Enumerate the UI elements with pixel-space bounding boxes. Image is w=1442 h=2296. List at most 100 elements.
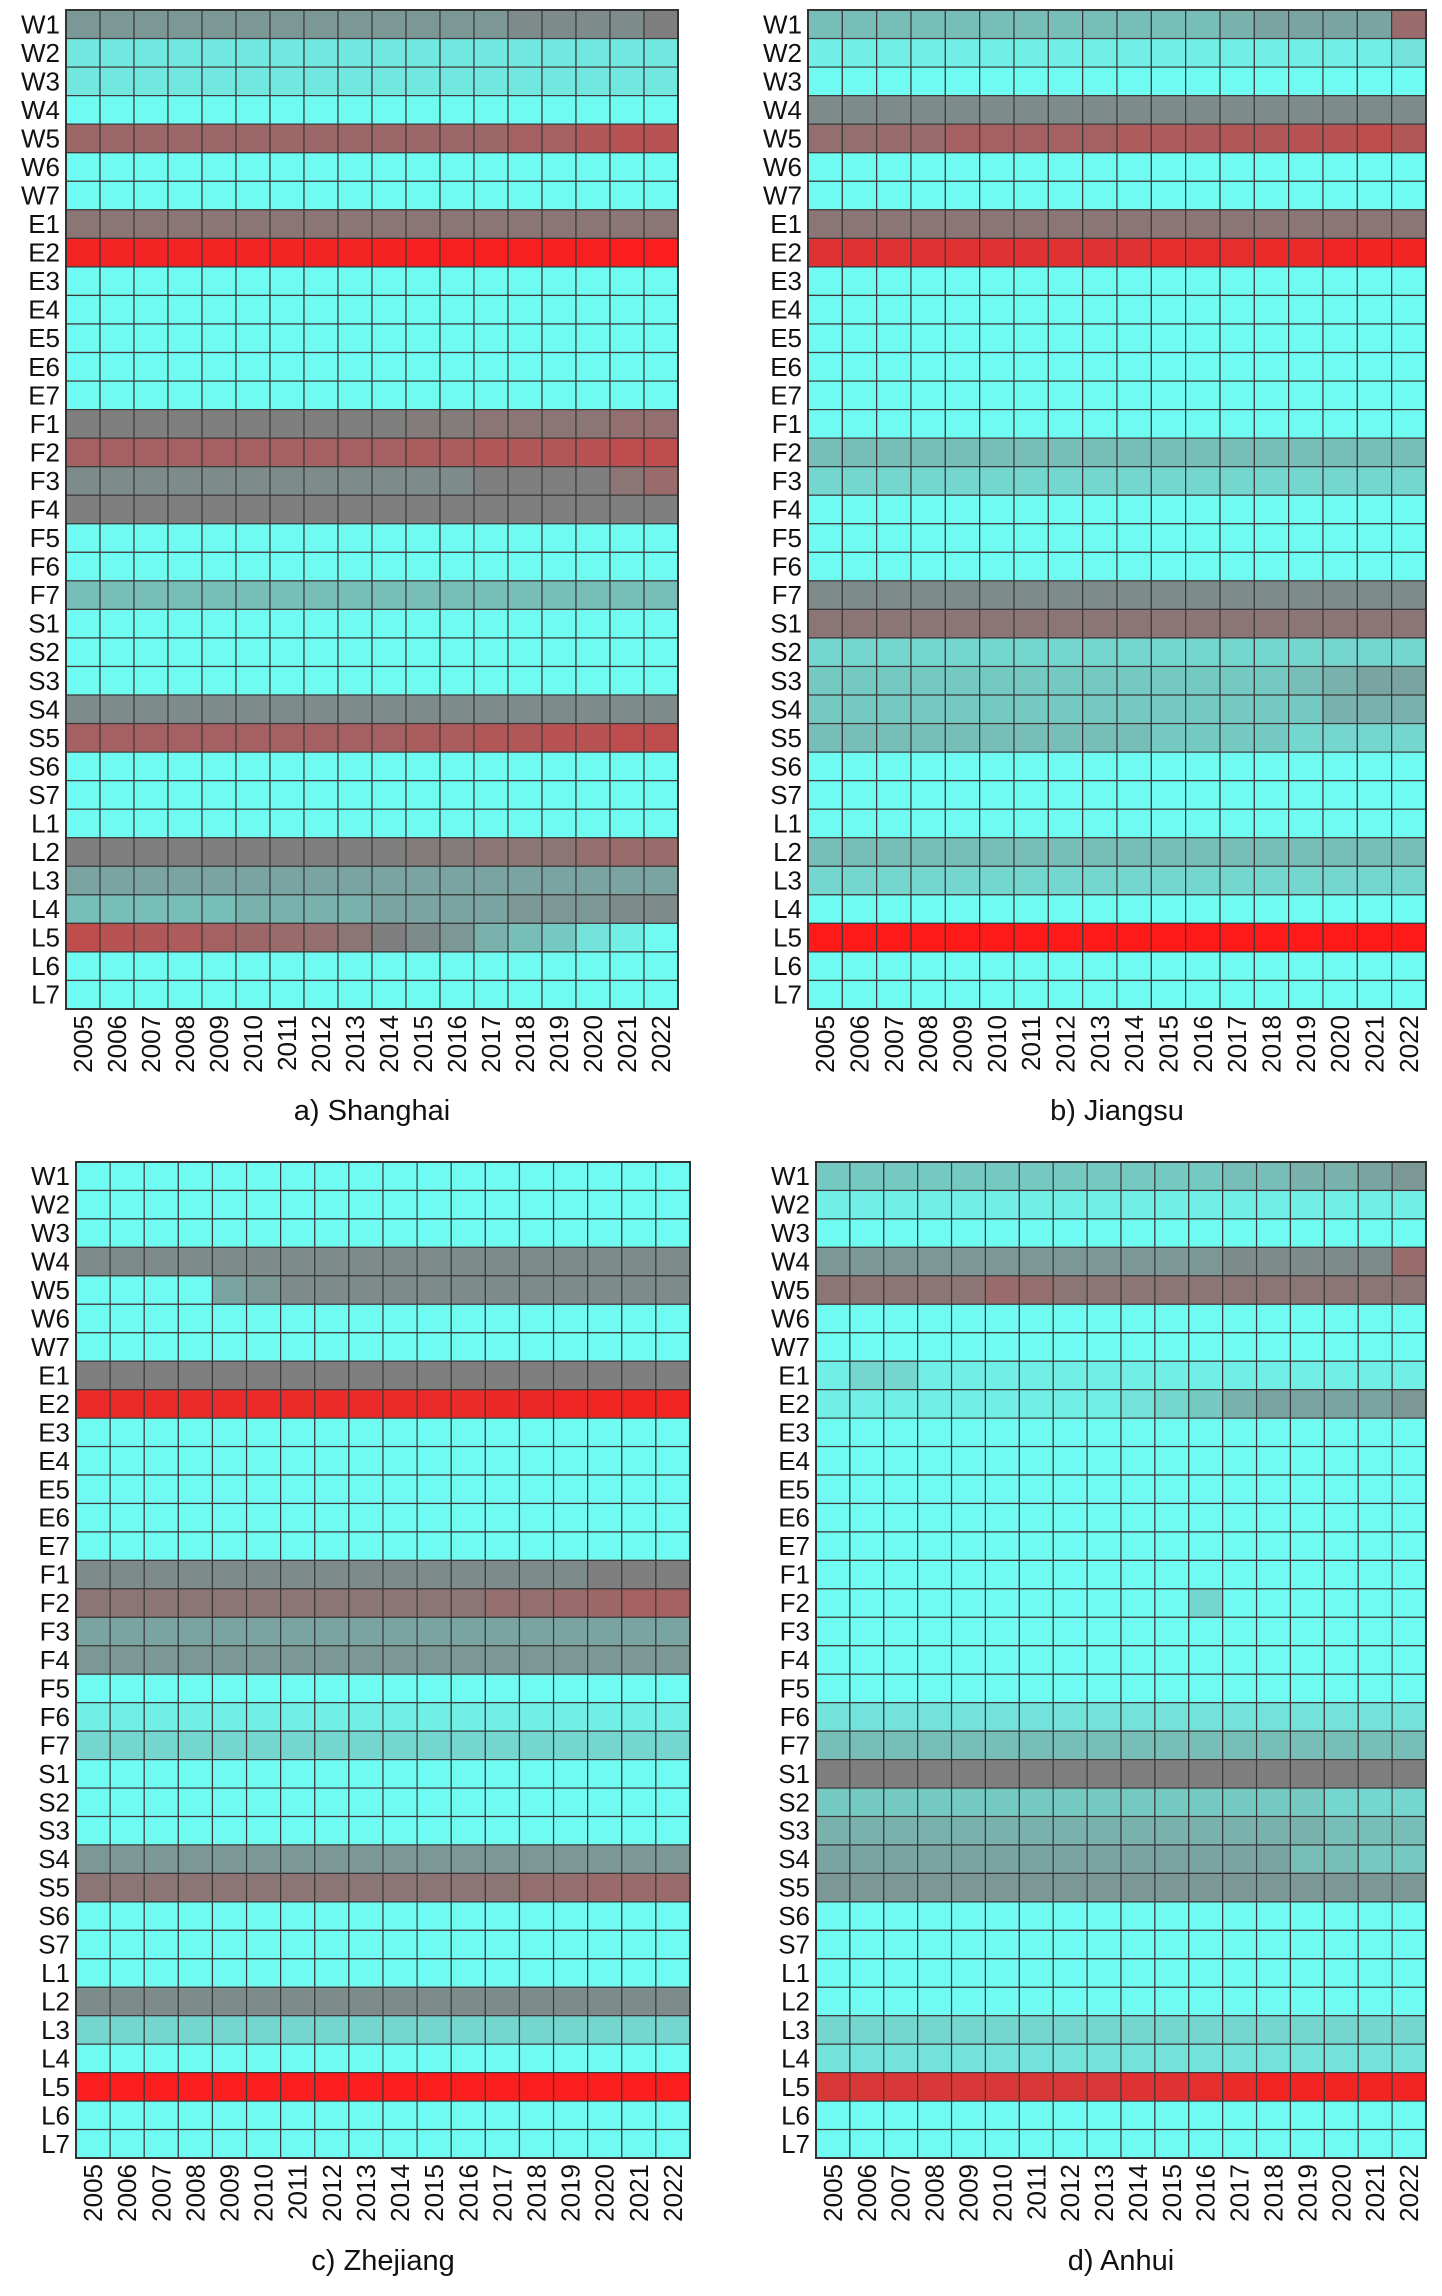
heatmap-cell [541,152,577,182]
heatmap-cell [1322,180,1358,211]
heatmap-cell [1188,2072,1224,2102]
heatmap-cell [910,780,946,810]
heatmap-cell [1357,1303,1393,1334]
heatmap-cell [1018,1702,1054,1732]
row-label: W4 [763,95,802,125]
heatmap-cell [807,409,843,439]
heatmap-cell [1391,922,1427,953]
heatmap-cell [1086,1844,1122,1875]
heatmap-cell [984,2100,1020,2131]
heatmap-cell [269,637,305,668]
heatmap-cell [1188,1531,1224,1561]
heatmap-cell [65,180,101,211]
heatmap-cell [1222,1445,1258,1476]
heatmap-cell [1323,1929,1359,1960]
year-label: 2010 [987,2164,1017,2222]
row-label: W3 [763,66,802,96]
heatmap-cell [280,1445,316,1476]
heatmap-cell [201,123,237,154]
heatmap-cell [1013,437,1049,468]
heatmap-cell [883,1189,919,1220]
heatmap-cell [621,1246,657,1277]
heatmap-cell [849,1218,885,1248]
heatmap-cell [416,1815,452,1846]
heatmap-cell [314,1730,350,1761]
heatmap-cell [201,266,237,297]
heatmap-cell [1289,1502,1325,1533]
heatmap-cell [1120,1246,1156,1277]
heatmap-cell [917,1787,953,1818]
heatmap-cell [211,1702,248,1732]
heatmap-cell [1255,1958,1292,1988]
heatmap-cell [1018,1389,1054,1419]
heatmap-cell [944,494,981,525]
heatmap-cell [177,2043,214,2074]
heatmap-cell [1253,751,1290,782]
heatmap-cell [609,608,645,639]
heatmap-cell [1322,66,1358,97]
heatmap-cell [1356,66,1393,97]
heatmap-cell [552,1531,589,1561]
heatmap-cell [1116,808,1152,839]
heatmap-cell [917,1389,953,1419]
heatmap-cell [1047,37,1084,68]
heatmap-cell [1013,665,1049,696]
heatmap-cell [1391,1218,1427,1248]
heatmap-cell [1323,2072,1359,2102]
heatmap-cell [1356,437,1393,468]
heatmap-cell [917,1417,953,1448]
heatmap-cell [1047,9,1084,40]
heatmap-cell [1013,123,1049,154]
year-label: 2020 [1326,2164,1356,2222]
heatmap-cell [1322,294,1358,325]
heatmap-cell [1047,180,1084,211]
row-label: F1 [780,1560,810,1590]
heatmap-cell [1391,37,1427,68]
heatmap-cell [269,865,305,896]
heatmap-cell [1116,95,1152,125]
heatmap-cell [382,1673,418,1704]
heatmap-cell [621,1275,657,1305]
row-label: S7 [28,780,60,810]
heatmap-cell [337,380,373,411]
heatmap-cell [552,1474,589,1505]
heatmap-cell [1289,1161,1325,1192]
heatmap-cell [1288,665,1324,696]
heatmap-cell [1356,894,1393,924]
year-label: 2008 [920,2164,950,2222]
row-label: S3 [770,666,802,696]
heatmap-cell [337,751,373,782]
heatmap-cell [1120,2128,1156,2159]
heatmap-cell [1013,608,1049,639]
heatmap-cell [876,894,912,924]
heatmap-cell [439,323,475,354]
heatmap-cell [133,894,169,924]
heatmap-cell [1323,1673,1359,1704]
heatmap-cell [337,294,373,325]
heatmap-cell [211,2100,248,2131]
heatmap-cell [382,2100,418,2131]
heatmap-cell [1013,694,1049,725]
heatmap-cell [541,780,577,810]
heatmap-cell [841,922,878,953]
heatmap-cell [1154,1502,1190,1533]
heatmap-cell [371,66,407,97]
heatmap-cell [1120,1531,1156,1561]
heatmap-cell [1356,865,1393,896]
heatmap-cell [450,1673,486,1704]
heatmap-cell [621,1844,657,1875]
heatmap-cell [621,1730,657,1761]
heatmap-cell [65,37,101,68]
heatmap-cell [99,894,135,924]
heatmap-cell [450,1815,486,1846]
heatmap-cell [643,37,679,68]
heatmap-cell [133,9,169,40]
heatmap-cell [109,2072,145,2102]
row-label: F4 [40,1645,70,1675]
row-label: E3 [38,1417,70,1447]
heatmap-cell [587,1901,623,1931]
heatmap-cell [1120,1673,1156,1704]
year-label: 2010 [982,1015,1012,1073]
heatmap-cell [473,9,509,40]
heatmap-cell [1013,152,1049,182]
